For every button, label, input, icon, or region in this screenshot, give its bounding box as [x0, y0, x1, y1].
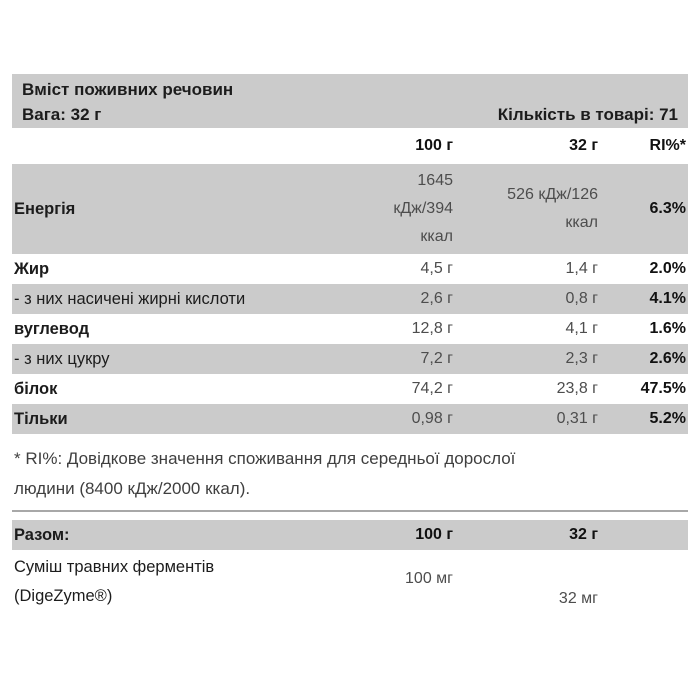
nutrient-label: - з них насичені жирні кислоти: [14, 289, 246, 308]
nutrition-facts-table: Вміст поживних речовин Вага: 32 г Кількі…: [12, 74, 688, 618]
supplement-row: Суміш травних ферментів (DigeZyme®) 100 …: [12, 550, 688, 618]
value-ri-percent: 6.3%: [649, 200, 686, 217]
value-per-32g: 23,8 г: [556, 380, 598, 397]
supplement-name-line2: (DigeZyme®): [14, 587, 113, 605]
nutrient-label: білок: [14, 379, 58, 398]
value-ri-percent: 2.0%: [649, 260, 686, 277]
value-per-100g: 0,98 г: [411, 410, 453, 427]
supplement-per32-value: 32 мг: [558, 590, 598, 607]
value-per-32g: 0,31 г: [556, 410, 598, 427]
nutrient-row: вуглевод 12,8 г 4,1 г 1.6%: [12, 314, 688, 344]
servings-per-product: Кількість в товарі: 71: [497, 105, 678, 124]
value-per-32g: 0,8 г: [565, 290, 598, 307]
nutrient-label: - з них цукру: [14, 349, 110, 368]
value-ri-percent: 4.1%: [649, 290, 686, 307]
value-ri-percent: 2.6%: [649, 350, 686, 367]
value-per-100g: 12,8 г: [411, 320, 453, 337]
value-per-100g: 7,2 г: [420, 350, 453, 367]
column-header-per100: 100 г: [415, 137, 453, 154]
supplement-ri-spacer: [600, 550, 688, 618]
serving-weight: Вага: 32 г: [22, 105, 102, 124]
value-per-32g: 1,4 г: [565, 260, 598, 277]
section-divider: [12, 510, 688, 512]
value-per-32g: 4,1 г: [565, 320, 598, 337]
table-header-block: Вміст поживних речовин Вага: 32 г Кількі…: [12, 74, 688, 128]
nutrient-label: Жир: [14, 259, 50, 278]
nutrient-label: Тільки: [14, 409, 68, 428]
value-per-32g: 2,3 г: [565, 350, 598, 367]
value-per-32g: 526 кДж/126 ккал: [507, 186, 598, 231]
supplement-header-per100: 100 г: [415, 526, 453, 543]
nutrient-row: білок 74,2 г 23,8 г 47.5%: [12, 374, 688, 404]
value-per-100g: 1645 кДж/394 ккал: [393, 172, 453, 245]
nutrient-row: Енергія 1645 кДж/394 ккал 526 кДж/126 ккал…: [12, 164, 688, 254]
value-per-100g: 4,5 г: [420, 260, 453, 277]
nutrient-row: Жир 4,5 г 1,4 г 2.0%: [12, 254, 688, 284]
value-ri-percent: 47.5%: [640, 380, 686, 397]
supplement-header-row: Разом: 100 г 32 г: [12, 520, 688, 550]
value-per-100g: 2,6 г: [420, 290, 453, 307]
ri-footnote-line2: людини (8400 кДж/2000 ккал).: [14, 479, 251, 498]
ri-footnote: * RI%: Довідкове значення споживання для…: [12, 434, 688, 506]
nutrient-label: вуглевод: [14, 319, 90, 338]
nutrient-row: - з них насичені жирні кислоти 2,6 г 0,8 г…: [12, 284, 688, 314]
supplement-header-per32: 32 г: [569, 526, 598, 543]
table-title: Вміст поживних речовин: [22, 80, 234, 99]
nutrient-rows: Енергія 1645 кДж/394 ккал 526 кДж/126 ккал…: [12, 164, 688, 434]
column-header-ri: RI%*: [649, 137, 686, 154]
value-ri-percent: 1.6%: [649, 320, 686, 337]
supplement-per100-value: 100 мг: [405, 570, 453, 587]
nutrient-row: Тільки 0,98 г 0,31 г 5.2%: [12, 404, 688, 434]
supplement-header-label: Разом:: [14, 525, 70, 544]
nutrient-label: Енергія: [14, 199, 76, 218]
value-per-100g: 74,2 г: [411, 380, 453, 397]
column-header-row: 100 г 32 г RI%*: [12, 128, 688, 164]
supplement-name-line1: Суміш травних ферментів: [14, 558, 215, 576]
supplement-name: Суміш травних ферментів (DigeZyme®): [12, 550, 295, 618]
value-ri-percent: 5.2%: [649, 410, 686, 427]
nutrient-row: - з них цукру 7,2 г 2,3 г 2.6%: [12, 344, 688, 374]
column-header-per32: 32 г: [569, 137, 598, 154]
ri-footnote-line1: * RI%: Довідкове значення споживання для…: [14, 449, 516, 468]
